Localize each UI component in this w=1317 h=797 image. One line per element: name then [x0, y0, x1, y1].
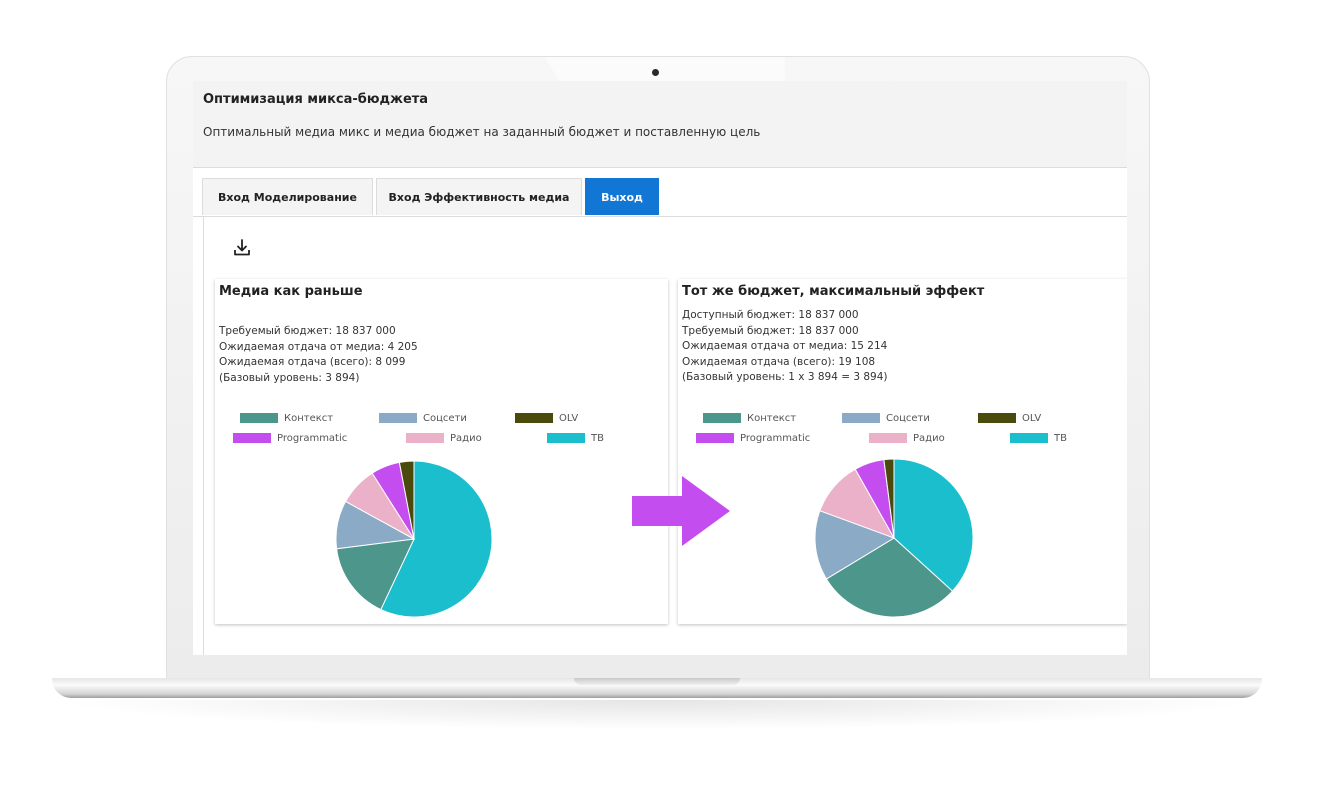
pie-slice-sotsseti — [814, 510, 896, 580]
legend-swatch — [978, 413, 1016, 423]
panel-stats: Доступный бюджет: 18 837 000 Требуемый б… — [682, 308, 888, 386]
legend-label: Programmatic — [740, 433, 811, 444]
pie-slice-olv — [398, 460, 415, 540]
legend-label: Соцсети — [886, 413, 930, 424]
panel-media-as-before: Медиа как раньше Требуемый бюджет: 18 83… — [215, 279, 668, 624]
legend-item-sotsseti: Соцсети — [842, 413, 930, 425]
legend-label: Programmatic — [277, 433, 348, 444]
laptop-shadow — [52, 700, 1262, 730]
legend-item-kontekst: Контекст — [703, 413, 796, 425]
download-button[interactable] — [231, 237, 253, 259]
pie-slice-tv — [893, 458, 974, 592]
stat-expected-total-return: Ожидаемая отдача (всего): 8 099 — [219, 356, 406, 368]
tab-content — [203, 216, 1127, 655]
legend-swatch — [869, 433, 907, 443]
page-title: Оптимизация микса-бюджета — [203, 92, 429, 107]
legend-label: OLV — [559, 413, 579, 424]
legend-swatch — [842, 413, 880, 423]
legend-label: Радио — [913, 433, 945, 444]
legend-item-kontekst: Контекст — [240, 413, 333, 425]
legend-item-tv: ТВ — [547, 433, 604, 445]
legend-item-tv: ТВ — [1010, 433, 1067, 445]
legend-label: OLV — [1022, 413, 1042, 424]
legend-item-olv: OLV — [978, 413, 1041, 425]
legend-item-olv: OLV — [515, 413, 578, 425]
legend-swatch — [1010, 433, 1048, 443]
legend-label: Контекст — [284, 413, 334, 424]
pie-slice-olv — [883, 458, 895, 539]
legend-swatch — [379, 413, 417, 423]
legend-item-radio: Радио — [869, 433, 945, 445]
panel-title: Тот же бюджет, максимальный эффект — [682, 284, 985, 299]
stat-expected-total-return: Ожидаемая отдача (всего): 19 108 — [682, 355, 876, 368]
legend-swatch — [547, 433, 585, 443]
pie-slice-tv — [380, 460, 493, 618]
panel-title: Медиа как раньше — [219, 284, 363, 299]
legend-swatch — [240, 413, 278, 423]
stat-expected-media-return: Ожидаемая отдача от медиа: 15 214 — [682, 340, 888, 352]
tab-output[interactable]: Выход — [585, 178, 659, 215]
legend-item-sotsseti: Соцсети — [379, 413, 467, 425]
legend-swatch — [233, 433, 271, 443]
stat-baseline: (Базовый уровень: 3 894) — [219, 371, 360, 384]
stat-available-budget: Доступный бюджет: 18 837 000 — [682, 309, 859, 321]
webcam — [652, 69, 659, 76]
legend-swatch — [703, 413, 741, 423]
tab-input-modeling[interactable]: Вход Моделирование — [202, 178, 373, 215]
legend-swatch — [406, 433, 444, 443]
legend-label: Контекст — [747, 413, 797, 424]
tab-input-media-efficiency[interactable]: Вход Эффективность медиа — [376, 178, 582, 215]
legend-item-radio: Радио — [406, 433, 482, 445]
laptop-base — [52, 678, 1262, 698]
legend-label: Соцсети — [423, 413, 467, 424]
stat-expected-media-return: Ожидаемая отдача от медиа: 4 205 — [219, 340, 418, 353]
laptop-notch — [574, 678, 740, 685]
panel-max-effect: Тот же бюджет, максимальный эффект Досту… — [678, 279, 1127, 624]
legend-label: ТВ — [1054, 433, 1067, 444]
page-subtitle: Оптимальный медиа микс и медиа бюджет на… — [203, 125, 761, 139]
legend-swatch — [696, 433, 734, 443]
lid-reflection — [545, 57, 785, 81]
panel-stats: Требуемый бюджет: 18 837 000 Ожидаемая о… — [219, 324, 418, 386]
pie-slice-kontekst — [336, 538, 415, 611]
legend-swatch — [515, 413, 553, 423]
stat-required-budget: Требуемый бюджет: 18 837 000 — [219, 325, 396, 337]
pie-slice-kontekst — [825, 537, 954, 618]
stat-required-budget: Требуемый бюджет: 18 837 000 — [682, 324, 859, 337]
legend-label: ТВ — [591, 433, 604, 444]
pie-chart-max-effect — [814, 458, 974, 618]
app-screen: Оптимизация микса-бюджета Оптимальный ме… — [193, 81, 1127, 655]
legend-label: Радио — [450, 433, 482, 444]
legend-item-programmatic: Programmatic — [233, 433, 347, 445]
download-icon — [234, 239, 250, 256]
stat-baseline: (Базовый уровень: 1 x 3 894 = 3 894) — [682, 371, 888, 383]
app-header: Оптимизация микса-бюджета Оптимальный ме… — [193, 81, 1127, 168]
tab-bar: Вход Моделирование Вход Эффективность ме… — [193, 178, 1127, 217]
arrow-right-icon — [632, 476, 730, 546]
legend-item-programmatic: Programmatic — [696, 433, 810, 445]
pie-chart-before — [335, 460, 493, 618]
